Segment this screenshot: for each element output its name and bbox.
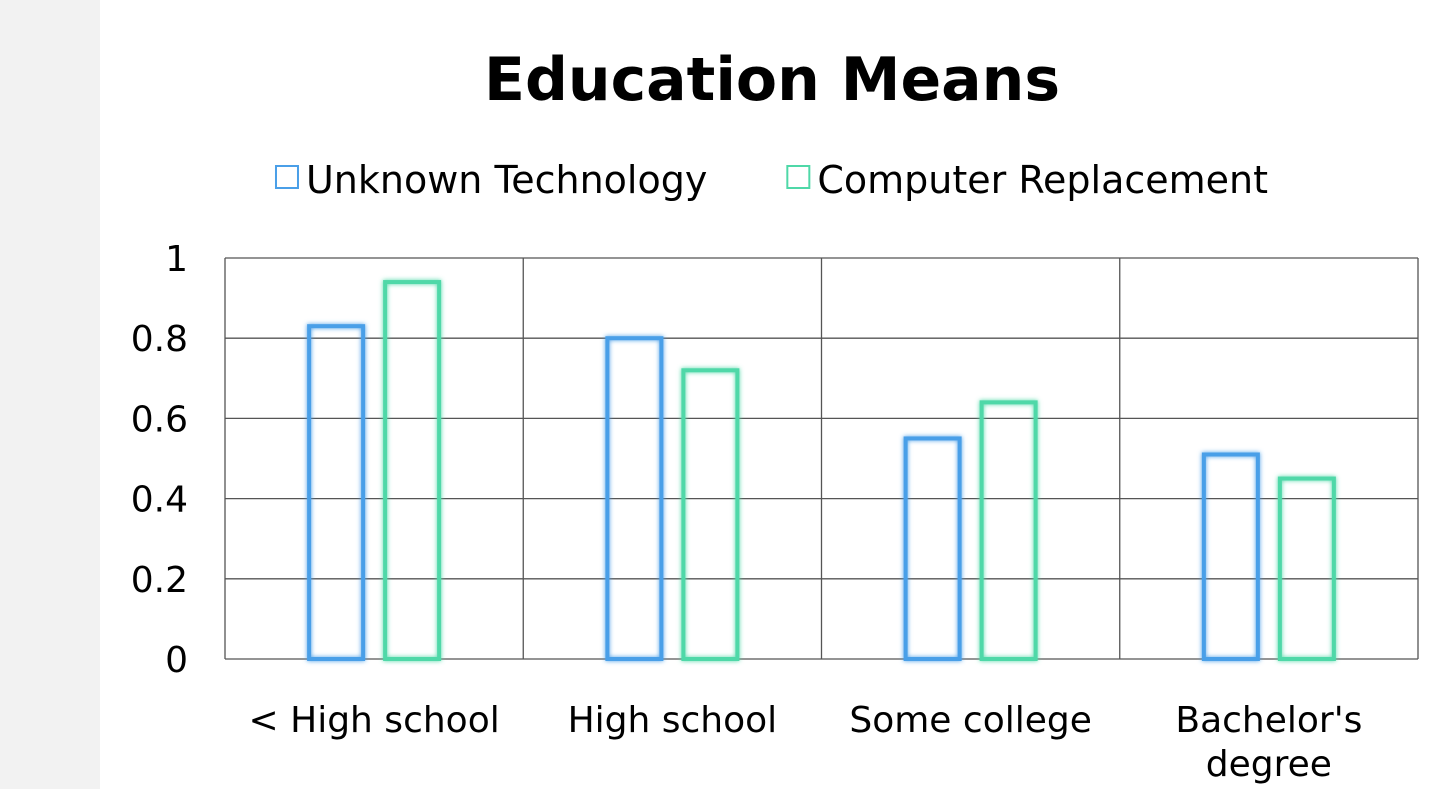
- y-tick-label: 0.6: [131, 399, 188, 440]
- bar-unknown-technology-high-school: [307, 324, 366, 661]
- y-axis-ticks: 0 0.2 0.4 0.6 0.8 1: [131, 239, 188, 681]
- y-tick-label: 0: [165, 640, 188, 681]
- bars: [307, 280, 1336, 662]
- legend-swatch: [786, 165, 811, 189]
- legend-item-unknown-technology: Unknown Technology: [274, 158, 707, 202]
- x-category-label: Bachelor's degree: [1175, 700, 1362, 785]
- x-category-label-line: Bachelor's: [1175, 700, 1362, 741]
- legend-item-computer-replacement: Computer Replacement: [786, 158, 1268, 202]
- y-tick-label: 1: [165, 239, 188, 280]
- bar-computer-replacement-bachelor-s-degree: [1277, 476, 1336, 661]
- x-category-label: Some college: [849, 700, 1092, 741]
- legend: Unknown Technology Computer Replacement: [274, 158, 1268, 202]
- legend-swatch: [274, 165, 299, 189]
- bar-unknown-technology-high-school: [605, 336, 664, 661]
- legend-label: Computer Replacement: [817, 158, 1268, 202]
- bar-computer-replacement-some-college: [979, 400, 1038, 661]
- bar-chart: Education Means Unknown Technology Comput…: [131, 45, 1419, 785]
- bar-unknown-technology-bachelor-s-degree: [1201, 452, 1260, 661]
- x-category-label: High school: [568, 700, 778, 741]
- slide: Education Means Unknown Technology Comput…: [100, 0, 1439, 789]
- y-tick-label: 0.8: [131, 319, 188, 360]
- x-axis-categories: < High school High school Some college Bach…: [249, 700, 1363, 785]
- x-category-label: < High school: [249, 700, 500, 741]
- y-tick-label: 0.4: [131, 480, 188, 521]
- bar-computer-replacement-high-school: [383, 280, 442, 661]
- y-tick-label: 0.2: [131, 560, 188, 601]
- bar-computer-replacement-high-school: [681, 368, 740, 661]
- bar-unknown-technology-some-college: [903, 436, 962, 662]
- chart-title: Education Means: [484, 45, 1060, 115]
- legend-label: Unknown Technology: [306, 158, 707, 202]
- gridlines: [224, 257, 1419, 660]
- x-category-label-line: degree: [1206, 744, 1332, 785]
